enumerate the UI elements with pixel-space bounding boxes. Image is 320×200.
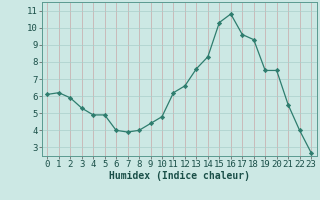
X-axis label: Humidex (Indice chaleur): Humidex (Indice chaleur) [109,171,250,181]
